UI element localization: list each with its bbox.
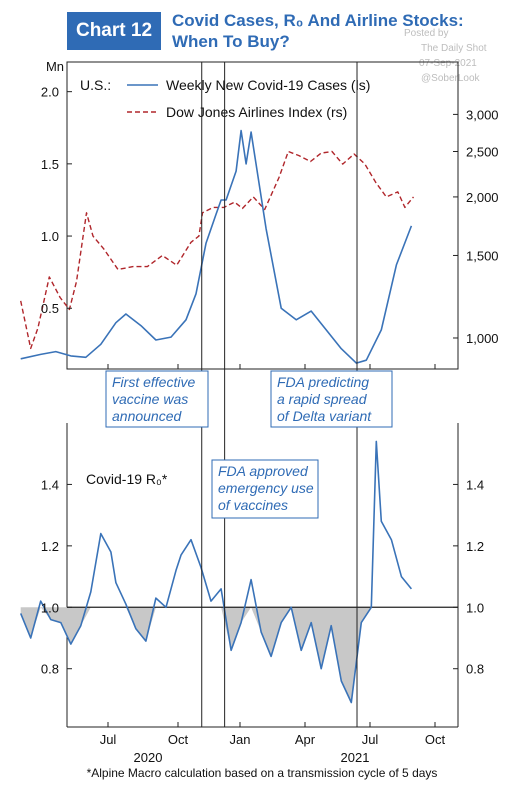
watermark-posted-by: Posted by	[404, 28, 449, 39]
x-axis-tick-label: Jan	[230, 732, 251, 747]
chart-title: Covid Cases, R₀ And Airline Stocks: When…	[172, 10, 472, 52]
footnote: *Alpine Macro calculation based on a tra…	[87, 766, 438, 780]
x-axis-tick-label: Oct	[168, 732, 189, 747]
axes: Mn 0.5 1.0 1.5 2.0 1,000 1,500 2,000 2,500 3,000 0…	[41, 59, 499, 765]
annotation-text-vaccine: announced	[112, 408, 183, 424]
right-axis-tick-label: 1,500	[466, 248, 499, 263]
annotation-text-delta: FDA predicting	[277, 374, 369, 390]
left-axis-unit-label: Mn	[46, 59, 64, 74]
airlines-index-line	[20, 150, 415, 350]
ro-left-tick-label: 1.0	[41, 600, 59, 615]
ro-left-tick-label: 1.2	[41, 539, 59, 554]
legend-airlines-label: Dow Jones Airlines Index (rs)	[166, 104, 347, 120]
ro-left-tick-label: 1.4	[41, 477, 59, 492]
annotation-text-vaccine: vaccine was	[112, 391, 188, 407]
right-axis-tick-label: 1,000	[466, 331, 499, 346]
annotation-text-eua: emergency use	[218, 480, 314, 496]
x-axis-year-label: 2021	[341, 750, 370, 765]
source-watermark: Posted by The Daily Shot 07-Sep-2021 @So…	[398, 26, 518, 86]
legend-prefix: U.S.:	[80, 77, 111, 93]
x-axis-tick-label: Jul	[100, 732, 117, 747]
x-axis-year-label: 2020	[134, 750, 163, 765]
left-axis-tick-label: 1.0	[41, 229, 59, 244]
chart-title-line-2: When To Buy?	[172, 32, 290, 51]
left-axis-tick-label: 2.0	[41, 85, 59, 100]
chart-number-badge: Chart 12	[67, 12, 161, 50]
annotation-box-eua	[211, 459, 319, 519]
x-axis-tick-label: Apr	[295, 732, 316, 747]
ro-line	[19, 440, 413, 704]
x-axis-tick-label: Jul	[362, 732, 379, 747]
ro-right-tick-label: 0.8	[466, 662, 484, 677]
watermark-date: 07-Sep-2021	[419, 58, 477, 69]
watermark-source: The Daily Shot	[421, 43, 487, 54]
ro-panel: Covid-19 R₀*	[19, 440, 458, 704]
annotation-text-eua: of vaccines	[218, 497, 288, 513]
ro-right-tick-label: 1.0	[466, 600, 484, 615]
legend-cases-label: Weekly New Covid-19 Cases (ls)	[166, 77, 370, 93]
chart-title-line-1: Covid Cases, R₀ And Airline Stocks:	[172, 11, 464, 30]
ro-series-label: Covid-19 R₀*	[86, 471, 168, 487]
right-axis-tick-label: 3,000	[466, 107, 499, 122]
right-axis-tick-label: 2,000	[466, 190, 499, 205]
ro-right-tick-label: 1.4	[466, 477, 484, 492]
covid-cases-line	[20, 129, 413, 364]
left-axis-tick-label: 0.5	[41, 301, 59, 316]
annotation-text-delta: of Delta variant	[277, 408, 372, 424]
annotation-box-delta	[270, 370, 393, 428]
left-axis-tick-label: 1.5	[41, 157, 59, 172]
right-axis-tick-label: 2,500	[466, 145, 499, 160]
annotation-text-delta: a rapid spread	[277, 391, 368, 407]
ro-right-tick-label: 1.2	[466, 539, 484, 554]
ro-left-tick-label: 0.8	[41, 662, 59, 677]
annotation-text-eua: FDA approved	[218, 463, 309, 479]
top-panel-frame	[66, 61, 459, 370]
x-axis-tick-label: Oct	[425, 732, 446, 747]
cases-airlines-panel: U.S.: Weekly New Covid-19 Cases (ls) Dow J…	[20, 77, 415, 364]
plot-frames	[66, 61, 459, 728]
annotation-text-vaccine: First effective	[112, 374, 195, 390]
annotation-box-vaccine	[105, 370, 209, 428]
watermark-handle: @SoberLook	[421, 73, 480, 84]
